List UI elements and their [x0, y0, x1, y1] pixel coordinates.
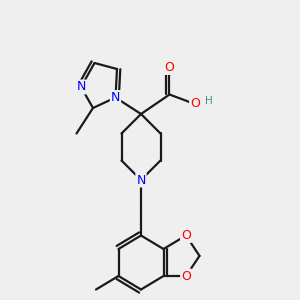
Text: N: N — [111, 91, 120, 104]
Text: O: O — [181, 229, 191, 242]
Text: N: N — [76, 80, 86, 94]
Text: H: H — [205, 95, 213, 106]
Text: N: N — [136, 173, 146, 187]
Text: O: O — [190, 97, 200, 110]
Text: O: O — [181, 269, 191, 283]
Text: O: O — [165, 61, 174, 74]
